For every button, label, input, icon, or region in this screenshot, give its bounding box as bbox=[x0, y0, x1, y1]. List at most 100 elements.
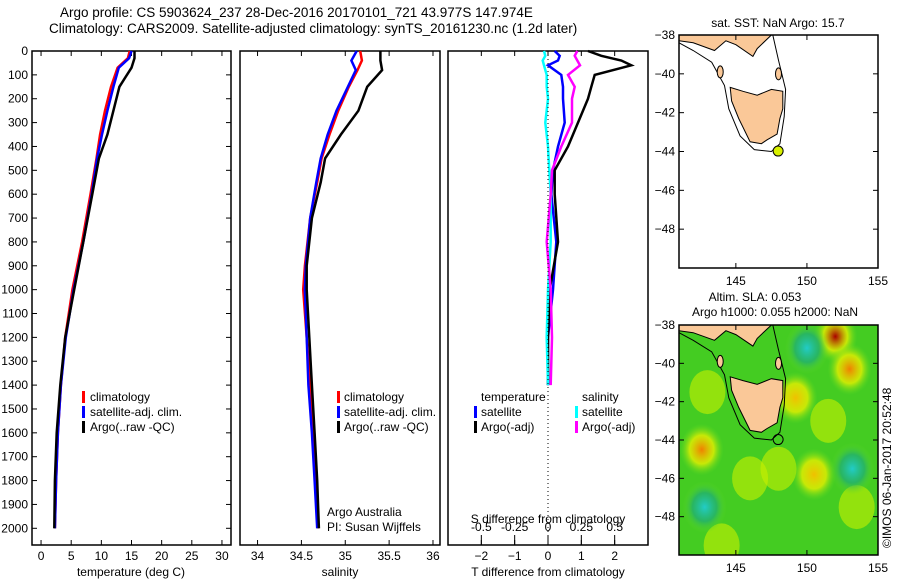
y-tick-label: −46 bbox=[655, 471, 676, 485]
sla-map-title-1: Altim. SLA: 0.053 bbox=[709, 290, 802, 304]
y-tick-label: −38 bbox=[655, 28, 676, 42]
map-content bbox=[679, 35, 878, 268]
legend-swatch bbox=[82, 421, 85, 433]
x2-tick-label: 0.5 bbox=[606, 520, 623, 534]
float-position-marker bbox=[772, 434, 784, 446]
anomaly-blob bbox=[732, 456, 769, 501]
legend-swatch bbox=[82, 406, 85, 418]
anomaly-low bbox=[830, 442, 875, 495]
sla-map-panel: 145 150 155 −38 −40 −42 −44 −46 −48 bbox=[655, 318, 889, 575]
anomaly-blob bbox=[703, 523, 740, 555]
island-land bbox=[775, 67, 782, 81]
y-tick-label: −42 bbox=[655, 395, 676, 409]
island-land bbox=[716, 65, 724, 79]
d-legend-s-argo: Argo(-adj) bbox=[582, 420, 635, 434]
series-line-t-satellite bbox=[545, 50, 566, 386]
x-tick-label: 35.5 bbox=[377, 549, 401, 563]
y-tick-label: 1100 bbox=[2, 307, 28, 321]
legend-swatch bbox=[575, 406, 578, 418]
s-legend-climatology: climatology bbox=[344, 390, 404, 404]
y-tick-label: −44 bbox=[655, 433, 676, 447]
y-tick-label: 200 bbox=[8, 92, 28, 106]
s-annotation-line1: Argo Australia bbox=[327, 505, 402, 519]
anomaly-low bbox=[682, 481, 727, 534]
mainland-land bbox=[679, 325, 878, 347]
x-tick-label: 34 bbox=[251, 549, 265, 563]
sla-map-title-2: Argo h1000: 0.055 h2000: NaN bbox=[692, 305, 858, 319]
legend-swatch bbox=[337, 391, 340, 403]
float-position-marker bbox=[772, 145, 784, 157]
title-line-2: Climatology: CARS2009. Satellite-adjuste… bbox=[49, 21, 578, 36]
y-tick-label: −38 bbox=[655, 318, 676, 332]
salinity-xlabel: salinity bbox=[322, 565, 359, 579]
x-tick-label: 15 bbox=[125, 549, 139, 563]
x-tick-label: 5 bbox=[68, 549, 75, 563]
anomaly-blob bbox=[689, 370, 726, 415]
anomaly-mid bbox=[792, 448, 837, 501]
d-legend-t-satellite: satellite bbox=[481, 405, 522, 419]
y-tick-label: −42 bbox=[655, 106, 676, 120]
y-tick-label: −40 bbox=[655, 356, 676, 370]
anomaly-mid-high bbox=[827, 343, 872, 396]
y-tick-label: 700 bbox=[8, 211, 28, 225]
t-legend-argo: Argo(..raw -QC) bbox=[90, 420, 175, 434]
x-tick-label: 20 bbox=[155, 549, 169, 563]
island-land bbox=[775, 356, 782, 370]
legend-swatch bbox=[82, 391, 85, 403]
x2-tick-label: -0.5 bbox=[471, 520, 492, 534]
x-tick-label: 35 bbox=[339, 549, 353, 563]
y-tick-label: −40 bbox=[655, 67, 676, 81]
shelf-contour bbox=[679, 325, 787, 441]
legend-swatch bbox=[337, 406, 340, 418]
series-line-satellite-adj-clim- bbox=[303, 50, 358, 529]
x-tick-label: 1 bbox=[578, 549, 585, 563]
x-tick-label: 2 bbox=[611, 549, 618, 563]
d-legend-s-satellite: satellite bbox=[582, 405, 623, 419]
mainland-land bbox=[679, 35, 878, 58]
series-line-t-argo-adj- bbox=[546, 49, 635, 386]
y-tick-label: 1500 bbox=[1, 402, 28, 416]
anomaly-blob bbox=[838, 485, 875, 530]
d-legend-t-argo: Argo(-adj) bbox=[481, 420, 534, 434]
x-tick-label: 0 bbox=[38, 549, 45, 563]
x-tick-label: 30 bbox=[215, 549, 229, 563]
y-tick-label: 1200 bbox=[1, 330, 28, 344]
map-content bbox=[679, 325, 878, 555]
series-line-s-argo-adj- bbox=[545, 50, 582, 386]
y-tick-label: 1000 bbox=[1, 283, 28, 297]
anomaly-blob bbox=[760, 446, 797, 491]
x2-tick-label: 0.25 bbox=[570, 520, 594, 534]
plot-frame bbox=[239, 50, 441, 546]
legend-swatch bbox=[474, 421, 477, 433]
s-legend-satellite: satellite-adj. clim. bbox=[344, 405, 436, 419]
x-tick-label: 145 bbox=[726, 561, 746, 575]
y-tick-label: 1700 bbox=[1, 450, 28, 464]
x-tick-label: 155 bbox=[868, 561, 888, 575]
anomaly-mid bbox=[773, 371, 818, 424]
x-tick-label: 150 bbox=[797, 274, 817, 288]
x-tick-label: 150 bbox=[797, 561, 817, 575]
x-tick-label: 155 bbox=[868, 274, 888, 288]
tasmania-land bbox=[729, 376, 784, 433]
d-legend-temperature-title: temperature bbox=[481, 390, 546, 404]
y-tick-label: −48 bbox=[655, 222, 676, 236]
legend-swatch bbox=[337, 421, 340, 433]
anomaly-mid-high bbox=[679, 423, 724, 476]
s-annotation-line2: PI: Susan Wijffels bbox=[327, 520, 421, 534]
y-tick-label: 1900 bbox=[1, 497, 28, 511]
difference-xlabel: T difference from climatology bbox=[471, 565, 625, 579]
legend-swatch bbox=[575, 421, 578, 433]
legend-swatch bbox=[474, 406, 477, 418]
island-land bbox=[716, 354, 724, 368]
y-tick-label: 1300 bbox=[1, 354, 28, 368]
y-tick-label: −48 bbox=[655, 510, 676, 524]
title-line-1: Argo profile: CS 5903624_237 28-Dec-2016… bbox=[60, 5, 533, 20]
difference-x2label: S difference from climatology bbox=[471, 512, 626, 526]
x-tick-label: −1 bbox=[508, 549, 522, 563]
y-tick-label: 600 bbox=[8, 187, 28, 201]
imos-stamp: ©IMOS 06-Jan-2017 20:52:48 bbox=[880, 387, 894, 548]
x-tick-label: 0 bbox=[545, 549, 552, 563]
x2-tick-label: 0 bbox=[545, 520, 552, 534]
temperature-panel: 0 5 10 15 20 25 300100200300400500600700800900… bbox=[1, 44, 232, 563]
